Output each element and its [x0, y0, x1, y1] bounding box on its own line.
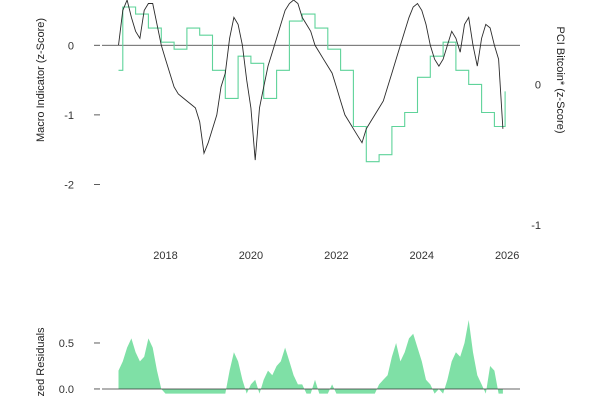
- x-tick-label: 2020: [239, 250, 263, 262]
- macro-indicator-line: [118, 0, 504, 161]
- right-tick-label: -1: [531, 220, 541, 232]
- left-tick-label: 0: [68, 40, 74, 52]
- right-axis-label: PCI Bitcoin* (z-Score): [554, 27, 566, 134]
- bottom-chart: 0.5 0.0 zed Residuals: [35, 320, 520, 397]
- residuals-area: [118, 320, 503, 394]
- top-x-ticks: 2018 2020 2022 2024 2026: [153, 250, 519, 262]
- bottom-tick-label: 0.5: [59, 338, 74, 350]
- top-chart: 0 -1 -2 0 -1 2018 2020 2022 2024 2026 Macro Ind…: [35, 0, 566, 262]
- bottom-y-ticks: 0.5 0.0: [59, 338, 100, 396]
- right-tick-label: 0: [535, 79, 541, 91]
- x-tick-label: 2024: [410, 250, 434, 262]
- x-tick-label: 2022: [324, 250, 348, 262]
- top-left-ticks: 0 -1 -2: [64, 40, 100, 192]
- x-tick-label: 2018: [153, 250, 177, 262]
- top-right-ticks: 0 -1: [531, 79, 541, 232]
- bottom-axis-label: zed Residuals: [35, 327, 47, 397]
- x-tick-label: 2026: [495, 250, 519, 262]
- left-axis-label: Macro Indicator (z-Score): [35, 18, 47, 142]
- bottom-tick-label: 0.0: [59, 384, 74, 396]
- left-tick-label: -2: [64, 180, 74, 192]
- left-tick-label: -1: [64, 110, 74, 122]
- pci-bitcoin-step-line: [118, 6, 506, 163]
